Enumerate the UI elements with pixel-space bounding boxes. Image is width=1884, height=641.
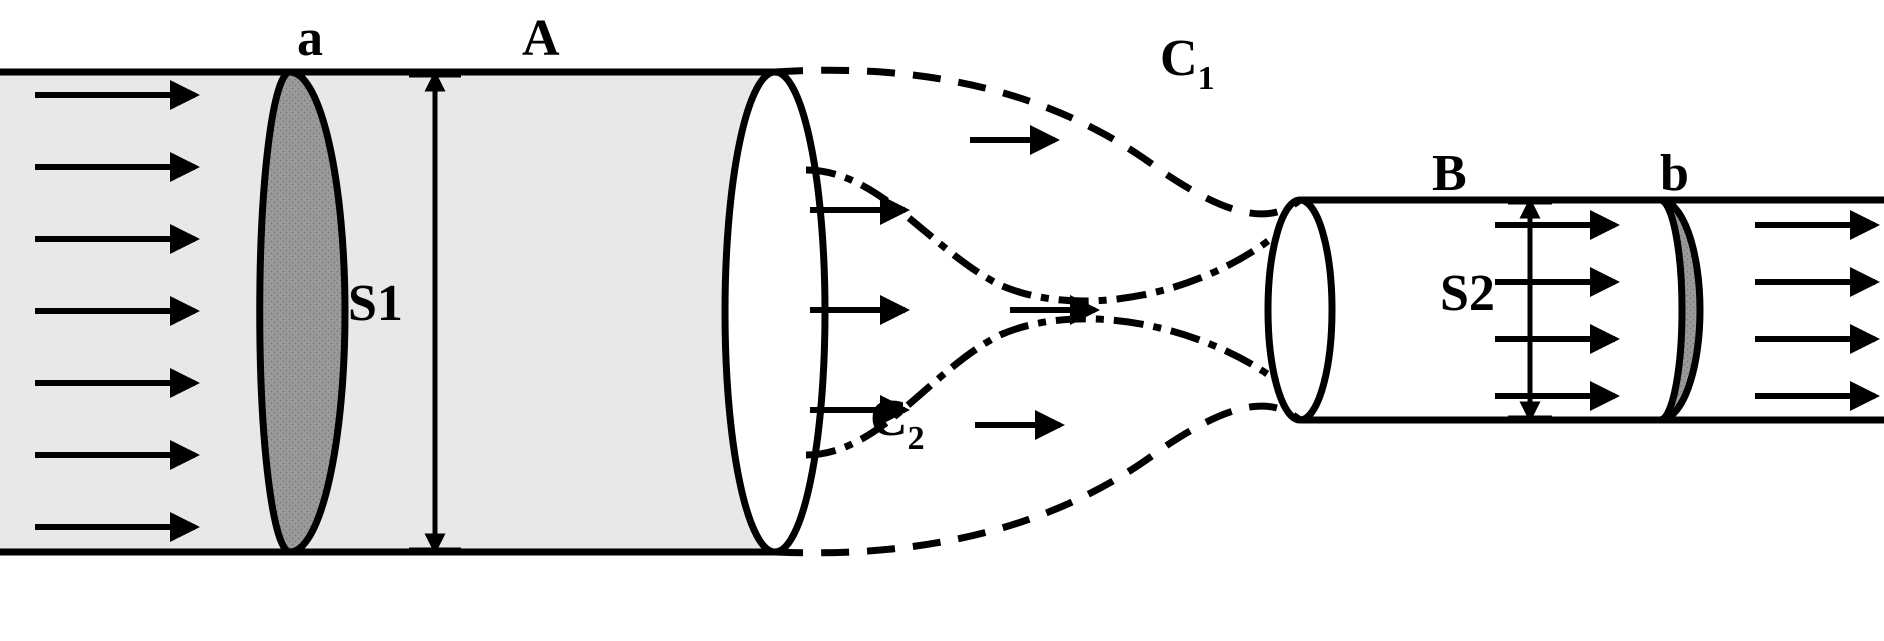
transition-inner-top [806,170,1276,301]
pipe1-slice [260,72,345,552]
label-A: A [522,10,560,67]
pipe2-body-fill [1300,200,1884,420]
label-b: b [1660,145,1689,202]
label-c1: C1 [1160,30,1215,97]
label-s2: S2 [1440,265,1495,322]
pipe2-start-ellipse [1268,200,1332,420]
transition-outer-bottom [775,406,1300,553]
label-B: B [1432,145,1467,202]
label-s1: S1 [348,275,403,332]
label-a: a [297,10,323,67]
